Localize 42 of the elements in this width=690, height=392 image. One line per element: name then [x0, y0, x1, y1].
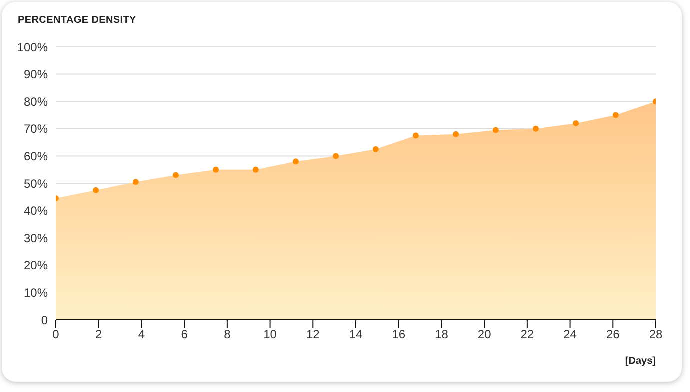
x-tick-label: 4 [138, 328, 146, 342]
point [93, 187, 100, 194]
point [573, 120, 580, 126]
x-tick-label: 22 [520, 328, 534, 342]
point [293, 158, 299, 165]
point [173, 172, 179, 178]
y-tick-label: 70% [24, 122, 48, 136]
x-axis-title: [Days] [625, 356, 656, 367]
point [132, 179, 139, 186]
x-tick-label: 6 [181, 328, 188, 342]
x-tick-label: 8 [224, 328, 232, 342]
x-tick-label: 12 [306, 328, 320, 342]
point [492, 127, 499, 134]
point [453, 131, 460, 138]
y-tick-label: 80% [24, 94, 48, 109]
point [612, 112, 619, 118]
x-tick-label: 28 [649, 328, 663, 342]
x-tick-label: 18 [435, 328, 449, 342]
y-tick-label: 100% [17, 40, 48, 54]
point [372, 146, 379, 152]
y-tick-label: 50% [24, 176, 48, 191]
y-tick-label: 90% [24, 68, 48, 82]
y-tick-label: 30% [24, 231, 48, 246]
point [413, 132, 419, 139]
y-tick-label: 0 [41, 313, 48, 328]
point [333, 153, 340, 160]
y-tick-label: 10% [24, 286, 48, 300]
x-tick-label: 0 [52, 328, 60, 342]
x-tick-label: 16 [392, 328, 406, 342]
y-tick-label: 60% [24, 149, 48, 164]
y-tick-label: 20% [24, 258, 48, 273]
x-tick-label: 2 [96, 328, 103, 342]
x-tick-label: 24 [564, 328, 578, 342]
point [213, 166, 220, 173]
x-tick-label: 14 [349, 328, 363, 342]
x-tick-label: 26 [606, 328, 620, 342]
y-tick-label: 40% [24, 204, 48, 218]
x-tick-label: 10 [264, 328, 278, 342]
point [533, 126, 539, 132]
chart-title: PERCENTAGE DENSITY [18, 15, 136, 26]
x-tick-label: 20 [478, 328, 492, 342]
point [252, 166, 259, 173]
